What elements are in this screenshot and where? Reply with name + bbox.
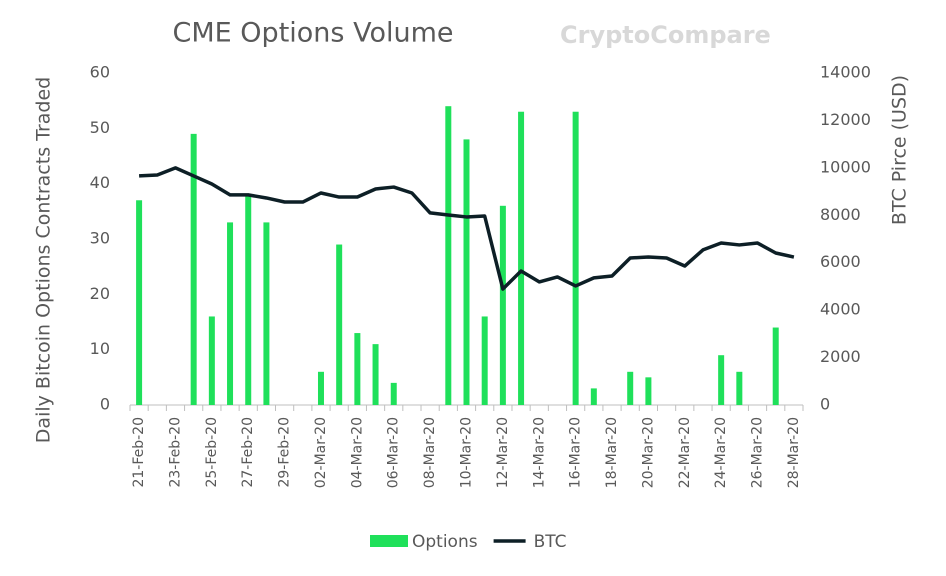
x-tick-label: 23-Feb-20 (167, 417, 183, 488)
y-tick-label: 50 (90, 118, 110, 137)
y-tick-label: 0 (100, 395, 110, 414)
y-axis-label: Daily Bitcoin Options Contracts Traded (33, 77, 55, 443)
y2-tick-label: 0 (820, 395, 830, 414)
y2-tick-label: 12000 (820, 110, 871, 129)
x-tick-label: 26-Mar-20 (750, 417, 766, 488)
legend-label: BTC (534, 532, 567, 552)
bar (718, 355, 725, 405)
line (139, 166, 795, 291)
y-tick-label: 40 (90, 173, 110, 192)
bar (336, 244, 343, 405)
bar (590, 388, 597, 405)
bar (463, 139, 470, 405)
bar (627, 371, 634, 405)
bar (190, 133, 197, 405)
x-tick-label: 10-Mar-20 (459, 417, 475, 488)
y2-tick-label: 4000 (820, 300, 861, 319)
bar (390, 382, 397, 405)
bar (263, 222, 270, 405)
y-tick-label: 20 (90, 284, 110, 303)
y2-tick-label: 14000 (820, 63, 871, 82)
y2-tick-label: 8000 (820, 205, 861, 224)
bar (645, 377, 652, 405)
x-tick-label: 28-Mar-20 (786, 417, 802, 488)
x-tick-label: 20-Mar-20 (640, 417, 656, 488)
y2-tick-label: 2000 (820, 347, 861, 366)
bar (208, 316, 215, 405)
x-tick-label: 27-Feb-20 (240, 417, 256, 488)
y-tick-label: 30 (90, 229, 110, 248)
bar (317, 371, 324, 405)
y2-tick-label: 6000 (820, 252, 861, 271)
y-tick-label: 60 (90, 63, 110, 82)
x-tick-label: 02-Mar-20 (313, 417, 329, 488)
y2-tick-label: 10000 (820, 157, 871, 176)
bar (227, 222, 234, 405)
x-tick-label: 22-Mar-20 (677, 417, 693, 488)
x-tick-label: 29-Feb-20 (277, 417, 293, 488)
bar (245, 194, 252, 405)
watermark: CryptoCompare (560, 21, 771, 49)
x-tick-label: 24-Mar-20 (713, 417, 729, 488)
x-tick-label: 16-Mar-20 (568, 417, 584, 488)
bar (518, 111, 525, 405)
x-tick-label: 12-Mar-20 (495, 417, 511, 488)
x-tick-label: 14-Mar-20 (531, 417, 547, 488)
x-tick-label: 08-Mar-20 (422, 417, 438, 488)
bar (372, 344, 379, 405)
chart-title: CME Options Volume (173, 18, 454, 49)
x-tick-label: 18-Mar-20 (604, 417, 620, 488)
bar (481, 316, 488, 405)
x-tick-label: 21-Feb-20 (131, 417, 147, 488)
legend-swatch (370, 535, 408, 547)
x-tick-label: 06-Mar-20 (386, 417, 402, 488)
bar (736, 371, 743, 405)
bar (572, 111, 579, 405)
x-tick-label: 04-Mar-20 (349, 417, 365, 488)
y2-axis-label: BTC Pirce (USD) (889, 75, 911, 225)
y-tick-label: 10 (90, 339, 110, 358)
bar (445, 106, 452, 405)
bar (136, 200, 143, 405)
bar (772, 327, 779, 405)
x-tick-label: 25-Feb-20 (204, 417, 220, 488)
bar (499, 205, 506, 405)
legend-label: Options (412, 532, 478, 552)
bar (354, 333, 361, 405)
